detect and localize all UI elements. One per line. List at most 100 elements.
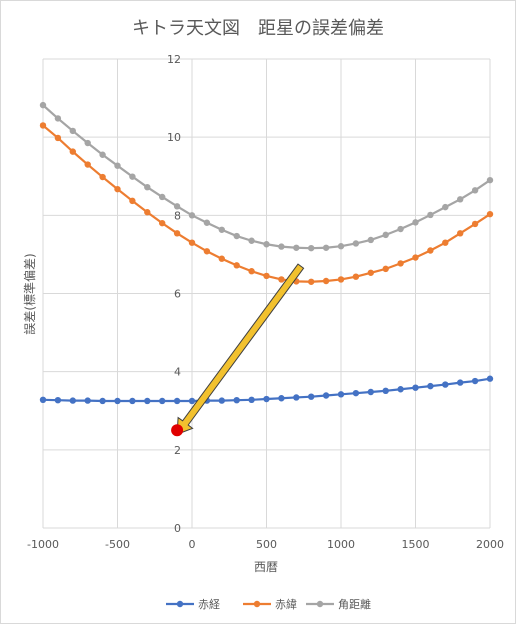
data-point xyxy=(486,375,494,382)
y-tick-label: 0 xyxy=(174,522,181,535)
legend: 赤経 赤緯 角距離 xyxy=(166,597,371,611)
data-point xyxy=(69,127,77,135)
data-point xyxy=(427,211,434,219)
x-tick-label: 2000 xyxy=(476,538,504,551)
data-point xyxy=(54,115,62,122)
data-point xyxy=(248,268,255,275)
data-point xyxy=(233,396,240,404)
data-point xyxy=(99,397,106,405)
data-point xyxy=(188,397,196,405)
data-point xyxy=(471,377,479,385)
data-point xyxy=(382,387,389,395)
data-point xyxy=(278,243,285,250)
data-point xyxy=(367,269,374,276)
data-point xyxy=(397,260,404,267)
chart-title: キトラ天文図 距星の誤差偏差 xyxy=(132,18,384,39)
data-point xyxy=(233,232,240,240)
data-point xyxy=(39,122,47,129)
data-point xyxy=(203,248,211,255)
data-point xyxy=(412,254,419,261)
data-point xyxy=(84,161,91,168)
data-point xyxy=(129,397,136,405)
data-point xyxy=(39,396,47,404)
data-point xyxy=(352,240,360,247)
series-2 xyxy=(39,101,494,252)
data-point xyxy=(352,389,360,397)
legend-item: 赤緯 xyxy=(243,597,297,611)
data-point xyxy=(263,272,270,280)
data-point xyxy=(218,397,225,404)
data-point xyxy=(233,262,240,269)
series-group xyxy=(39,101,494,405)
data-point xyxy=(114,397,121,405)
data-point xyxy=(486,176,494,184)
data-point xyxy=(442,239,449,246)
data-point xyxy=(188,239,196,246)
legend-label: 角距離 xyxy=(338,597,371,611)
data-point xyxy=(293,244,300,251)
x-axis-label: 西暦 xyxy=(254,560,278,574)
data-point xyxy=(322,244,330,251)
legend-label: 赤緯 xyxy=(275,597,297,611)
data-point xyxy=(69,148,77,155)
data-point xyxy=(471,187,479,194)
data-point xyxy=(84,397,91,404)
data-point xyxy=(114,162,121,169)
data-point xyxy=(188,212,196,219)
data-point xyxy=(99,173,106,181)
data-point xyxy=(278,276,285,283)
data-point xyxy=(412,219,419,226)
data-point xyxy=(159,219,166,227)
data-point xyxy=(486,210,494,218)
data-point xyxy=(173,230,181,237)
data-point xyxy=(412,384,419,391)
gridlines xyxy=(42,58,491,529)
legend-item: 赤経 xyxy=(166,598,220,611)
annotation-arrow xyxy=(176,263,305,435)
x-tick-label: -500 xyxy=(105,538,130,551)
x-tick-label: -1000 xyxy=(27,538,59,551)
data-point xyxy=(278,395,285,402)
data-point xyxy=(144,209,151,216)
data-point xyxy=(218,226,225,233)
data-point xyxy=(159,193,166,201)
data-point xyxy=(84,139,91,147)
series-1 xyxy=(39,122,494,285)
data-point xyxy=(129,197,136,205)
x-tick-labels: -1000 -500 0 500 1000 1500 2000 xyxy=(27,538,504,551)
data-point xyxy=(129,173,136,180)
data-point xyxy=(471,220,479,228)
data-point xyxy=(173,397,181,405)
y-tick-label: 12 xyxy=(167,53,181,66)
y-tick-label: 4 xyxy=(174,366,181,379)
legend-swatch-marker xyxy=(316,600,324,608)
data-point xyxy=(308,393,315,400)
x-tick-label: 0 xyxy=(189,538,196,551)
data-point xyxy=(54,396,62,404)
x-tick-label: 1000 xyxy=(327,538,355,551)
data-point xyxy=(442,203,449,211)
data-point xyxy=(337,276,345,283)
y-tick-labels: 0 2 4 6 8 10 12 xyxy=(167,53,181,535)
legend-swatch-marker xyxy=(253,600,261,608)
data-point xyxy=(69,397,77,404)
data-point xyxy=(352,273,360,280)
data-point xyxy=(248,237,255,244)
data-point xyxy=(218,255,225,262)
data-point xyxy=(457,379,464,386)
y-tick-label: 6 xyxy=(174,288,181,301)
data-point xyxy=(427,247,434,254)
highlight-point xyxy=(171,424,184,437)
data-point xyxy=(39,101,47,109)
legend-swatch-marker xyxy=(176,600,184,608)
data-point xyxy=(367,236,374,244)
data-point xyxy=(203,219,211,226)
data-point xyxy=(382,231,389,239)
data-point xyxy=(159,397,166,405)
y-tick-label: 10 xyxy=(167,131,181,144)
data-point xyxy=(457,230,464,237)
y-tick-label: 2 xyxy=(174,444,181,457)
data-point xyxy=(337,391,345,398)
data-point xyxy=(442,381,449,388)
